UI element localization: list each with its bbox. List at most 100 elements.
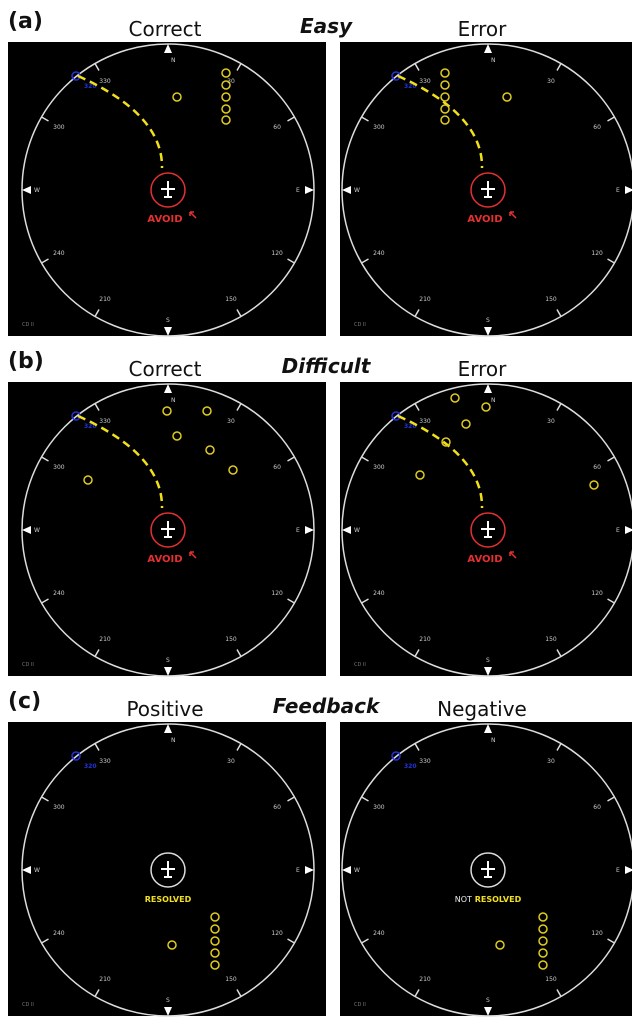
bearing-tick [236, 403, 242, 411]
bearing-tick [287, 938, 295, 944]
bearing-label: 330 [419, 758, 431, 765]
bearing-label: 30 [227, 418, 235, 425]
intruder [495, 940, 505, 950]
bearing-label: 30 [227, 758, 235, 765]
ownship-ring [470, 852, 506, 888]
cardinal-marker [22, 866, 31, 874]
bearing-tick [556, 403, 562, 411]
bearing-label: 330 [99, 758, 111, 765]
intruder [538, 924, 548, 934]
bearing-tick [94, 63, 100, 71]
panel-caption: Correct [129, 357, 202, 381]
intruder [162, 406, 172, 416]
radar-panel: 30 60 120 150 210 240 300 330 N E S W CD II 320 RESOLV… [8, 722, 326, 1017]
intruder [221, 115, 231, 125]
panel-caption: Error [458, 357, 508, 381]
north-label: N [171, 57, 176, 64]
intruder [502, 92, 512, 102]
ownship [161, 861, 175, 878]
bearing-tick [414, 63, 420, 71]
corner-label: CD II [22, 322, 34, 328]
bearing-tick [287, 796, 295, 802]
ownship [481, 521, 495, 538]
north-label: N [491, 57, 496, 64]
cardinal-marker [342, 866, 351, 874]
intruder [538, 948, 548, 958]
bearing-label: 120 [591, 250, 603, 257]
west-label: W [34, 867, 40, 874]
cardinal-marker [625, 186, 632, 194]
east-label: E [616, 187, 620, 194]
bearing-tick [287, 116, 295, 122]
bearing-label: 210 [99, 636, 111, 643]
intruder [441, 437, 451, 447]
alert-arrow [509, 551, 517, 559]
bearing-label: 150 [545, 296, 557, 303]
south-label: S [486, 317, 490, 324]
bearing-tick [41, 258, 49, 264]
bearing-tick [361, 258, 369, 264]
row-title: Easy [300, 14, 353, 38]
bearing-label: 120 [271, 590, 283, 597]
bearing-tick [607, 598, 615, 604]
alert-not: NOT [455, 895, 472, 904]
predicted-path [397, 74, 484, 169]
alert-avoid: AVOID [147, 214, 182, 225]
bearing-label: 150 [225, 296, 237, 303]
south-label: S [486, 997, 490, 1004]
cardinal-marker [164, 384, 172, 393]
cardinal-marker [164, 44, 172, 53]
bearing-label: 210 [99, 296, 111, 303]
bearing-label: 120 [271, 930, 283, 937]
bearing-tick [94, 403, 100, 411]
cardinal-marker [22, 186, 31, 194]
bearing-label: 120 [591, 590, 603, 597]
intruder [167, 940, 177, 950]
bearing-tick [94, 743, 100, 751]
bearing-label: 300 [373, 804, 385, 811]
callsign: 320 [84, 423, 97, 430]
alert-resolved: RESOLVED [145, 895, 192, 904]
intruder [210, 960, 220, 970]
corner-label: CD II [354, 322, 366, 328]
bearing-label: 240 [53, 250, 65, 257]
bearing-tick [556, 743, 562, 751]
bearing-label: 210 [99, 976, 111, 983]
cardinal-marker [625, 526, 632, 534]
intruder [228, 465, 238, 475]
bearing-tick [607, 116, 615, 122]
panel-label: (c) [8, 689, 41, 714]
cardinal-marker [164, 724, 172, 733]
intruder [221, 104, 231, 114]
cardinal-marker [484, 44, 492, 53]
bearing-label: 60 [593, 124, 601, 131]
bearing-tick [414, 989, 420, 997]
bearing-tick [41, 598, 49, 604]
bearing-tick [41, 796, 49, 802]
west-label: W [34, 527, 40, 534]
east-label: E [296, 527, 300, 534]
alert-avoid: AVOID [467, 214, 502, 225]
intruder [221, 68, 231, 78]
bearing-tick [361, 796, 369, 802]
callsign: 320 [404, 83, 417, 90]
bearing-label: 30 [547, 418, 555, 425]
bearing-tick [361, 598, 369, 604]
alert-arrow [189, 211, 197, 219]
bearing-tick [607, 456, 615, 462]
predicted-path [77, 74, 164, 169]
bearing-label: 120 [271, 250, 283, 257]
ownship-ring [150, 172, 186, 208]
bearing-label: 210 [419, 976, 431, 983]
north-label: N [171, 737, 176, 744]
bearing-tick [236, 989, 242, 997]
bearing-tick [236, 309, 242, 317]
cardinal-marker [484, 327, 492, 336]
radar-panel: 30 60 120 150 210 240 300 330 N E S W CD II 320 AVOID [8, 382, 326, 677]
ownship-ring [150, 512, 186, 548]
corner-label: CD II [354, 662, 366, 668]
east-label: E [296, 867, 300, 874]
intruder [221, 92, 231, 102]
bearing-tick [94, 309, 100, 317]
